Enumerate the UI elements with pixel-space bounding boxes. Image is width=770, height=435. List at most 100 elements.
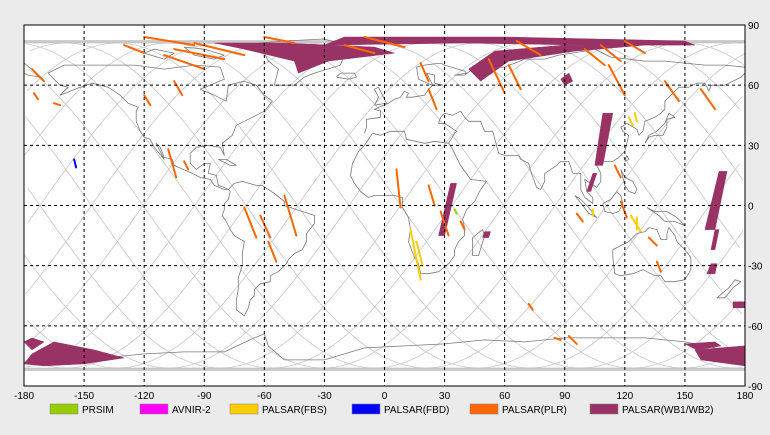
observation-strip <box>173 80 184 97</box>
coastline <box>374 86 387 106</box>
wb-swath <box>710 229 720 250</box>
coastline <box>644 112 676 144</box>
observation-strip <box>663 80 680 103</box>
observation-strip <box>363 36 406 49</box>
longitude-tick-label: -60 <box>257 391 272 402</box>
wb-swath <box>594 112 614 166</box>
observation-strip <box>633 112 638 123</box>
observation-strip <box>73 158 78 169</box>
wb-swath <box>214 42 395 74</box>
longitude-tick-label: 90 <box>559 391 571 402</box>
wb-swath <box>482 231 491 238</box>
legend-swatch <box>469 403 499 415</box>
wb-swath <box>23 337 45 351</box>
observation-strip <box>33 92 39 101</box>
longitude-tick-label: 180 <box>737 391 754 402</box>
wb-swath <box>586 173 598 192</box>
longitude-tick-label: 120 <box>616 391 633 402</box>
observation-strip <box>263 36 296 44</box>
longitude-tick-label: -90 <box>197 391 212 402</box>
longitude-tick-label: -180 <box>14 391 34 402</box>
observation-strip <box>53 102 62 107</box>
legend-swatch <box>351 403 381 415</box>
observation-strip <box>163 54 206 71</box>
wb-swath <box>324 36 695 46</box>
legend-label: PALSAR(FBS) <box>262 405 327 416</box>
longitude-tick-labels: -180 -150 -120 -90 -60 -30 0 30 60 90 120 150 180 <box>14 391 754 402</box>
coastline <box>350 130 488 275</box>
observation-strip <box>267 240 278 263</box>
latitude-tick-label: -30 <box>748 262 763 273</box>
legend-swatch <box>49 403 79 415</box>
longitude-tick-label: 0 <box>382 391 388 402</box>
observation-strip <box>409 228 422 281</box>
longitude-tick-label: 30 <box>439 391 451 402</box>
latitude-tick-label: -60 <box>748 322 763 333</box>
longitude-tick-label: -30 <box>317 391 332 402</box>
coastline <box>47 64 273 190</box>
observation-strip <box>655 260 662 273</box>
coastline <box>602 191 624 214</box>
sensor-legend: PRSIM AVNIR-2 PALSAR(FBS) PALSAR(FBD) PALSAR… <box>49 403 714 416</box>
wb-swath <box>706 263 718 274</box>
observation-strip <box>613 164 622 179</box>
observation-strip <box>487 58 506 95</box>
observation-strip <box>607 64 626 97</box>
observation-strip <box>567 334 578 345</box>
observation-strip <box>699 88 716 111</box>
lat-lon-grid <box>24 25 745 386</box>
map-frame <box>23 24 746 387</box>
observation-strip <box>183 160 190 171</box>
coastline <box>336 72 357 80</box>
coastline <box>624 154 630 162</box>
coastline <box>472 229 486 257</box>
legend-label: PALSAR(PLR) <box>502 405 567 416</box>
wb-swath <box>560 72 574 86</box>
latitude-tick-labels: 90 60 30 0 -30 -60 -90 <box>748 21 763 393</box>
legend-label: AVNIR-2 <box>172 405 211 416</box>
orbit-track <box>27 42 744 369</box>
observation-strip <box>515 40 542 57</box>
observation-strip <box>243 206 258 239</box>
coastline <box>574 195 598 218</box>
observation-strip <box>583 48 606 67</box>
observation-strip <box>395 168 402 209</box>
observation-strip <box>599 44 622 63</box>
observation-strip <box>259 214 272 239</box>
observation-strip <box>427 184 436 207</box>
observation-strip <box>629 214 642 233</box>
observation-strip <box>343 44 376 55</box>
orbit-track <box>26 42 743 369</box>
observation-strip <box>415 240 424 267</box>
legend-swatch <box>139 403 169 415</box>
coastline <box>218 158 237 166</box>
observation-strip <box>193 42 246 57</box>
wb-swath <box>23 341 125 367</box>
orbit-track <box>25 42 741 369</box>
observation-strip <box>623 40 646 55</box>
observation-strip <box>647 236 658 247</box>
legend-label: PRSIM <box>82 405 114 416</box>
longitude-tick-label: 60 <box>499 391 511 402</box>
observation-strip <box>427 88 438 111</box>
observation-strip <box>173 48 226 61</box>
observation-strip <box>527 302 534 311</box>
longitude-tick-label: -150 <box>74 391 94 402</box>
observation-strip <box>453 208 458 215</box>
observation-strip <box>143 36 196 47</box>
latitude-tick-label: 60 <box>748 81 760 92</box>
observation-strip <box>123 44 146 55</box>
observation-strip <box>619 200 628 219</box>
legend-swatch <box>229 403 259 415</box>
latitude-tick-label: 0 <box>748 202 754 213</box>
coastline <box>143 48 175 60</box>
wb-swath <box>683 341 722 351</box>
orbit-track <box>28 42 745 369</box>
observation-strip <box>627 116 634 127</box>
latitude-tick-label: -90 <box>748 382 763 393</box>
observation-strip <box>553 336 562 341</box>
observation-strip <box>143 94 152 107</box>
legend-label: PALSAR(FBD) <box>384 405 449 416</box>
